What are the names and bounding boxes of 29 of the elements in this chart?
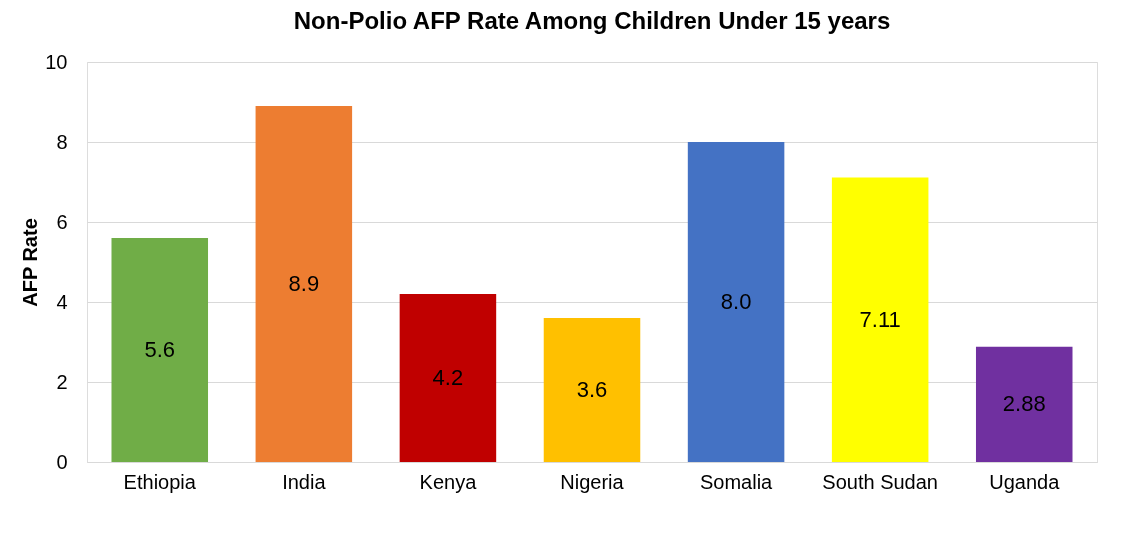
bar xyxy=(111,238,209,462)
bar xyxy=(399,294,497,462)
x-tick-label: India xyxy=(282,470,327,493)
y-tick-label: 6 xyxy=(56,210,68,233)
x-tick-label: South Sudan xyxy=(822,470,938,493)
chart-title: Non-Polio AFP Rate Among Children Under 15 years xyxy=(293,7,891,34)
data-label: 5.6 xyxy=(144,337,176,362)
data-label: 8.0 xyxy=(720,289,752,314)
y-tick-label: 0 xyxy=(56,450,68,473)
x-tick-label: Ethiopia xyxy=(123,470,197,493)
data-label: 3.6 xyxy=(576,377,608,402)
x-tick-label: Somalia xyxy=(699,470,774,493)
x-tick-label: Kenya xyxy=(419,470,478,493)
bar xyxy=(255,106,353,462)
y-tick-label: 4 xyxy=(56,290,68,313)
x-tick-label: Nigeria xyxy=(560,470,625,493)
y-tick-label: 2 xyxy=(56,370,68,393)
data-label: 4.2 xyxy=(432,365,464,390)
data-label: 7.11 xyxy=(859,306,901,332)
bar xyxy=(543,318,641,462)
y-tick-label: 8 xyxy=(56,130,68,153)
data-label: 2.88 xyxy=(1002,391,1046,417)
y-tick-label: 10 xyxy=(45,50,68,73)
x-tick-label: Uganda xyxy=(989,470,1061,493)
bar xyxy=(831,177,929,462)
bar xyxy=(975,346,1073,462)
bar xyxy=(687,142,785,462)
y-axis-title: AFP Rate xyxy=(19,218,42,307)
data-label: 8.9 xyxy=(288,271,320,296)
